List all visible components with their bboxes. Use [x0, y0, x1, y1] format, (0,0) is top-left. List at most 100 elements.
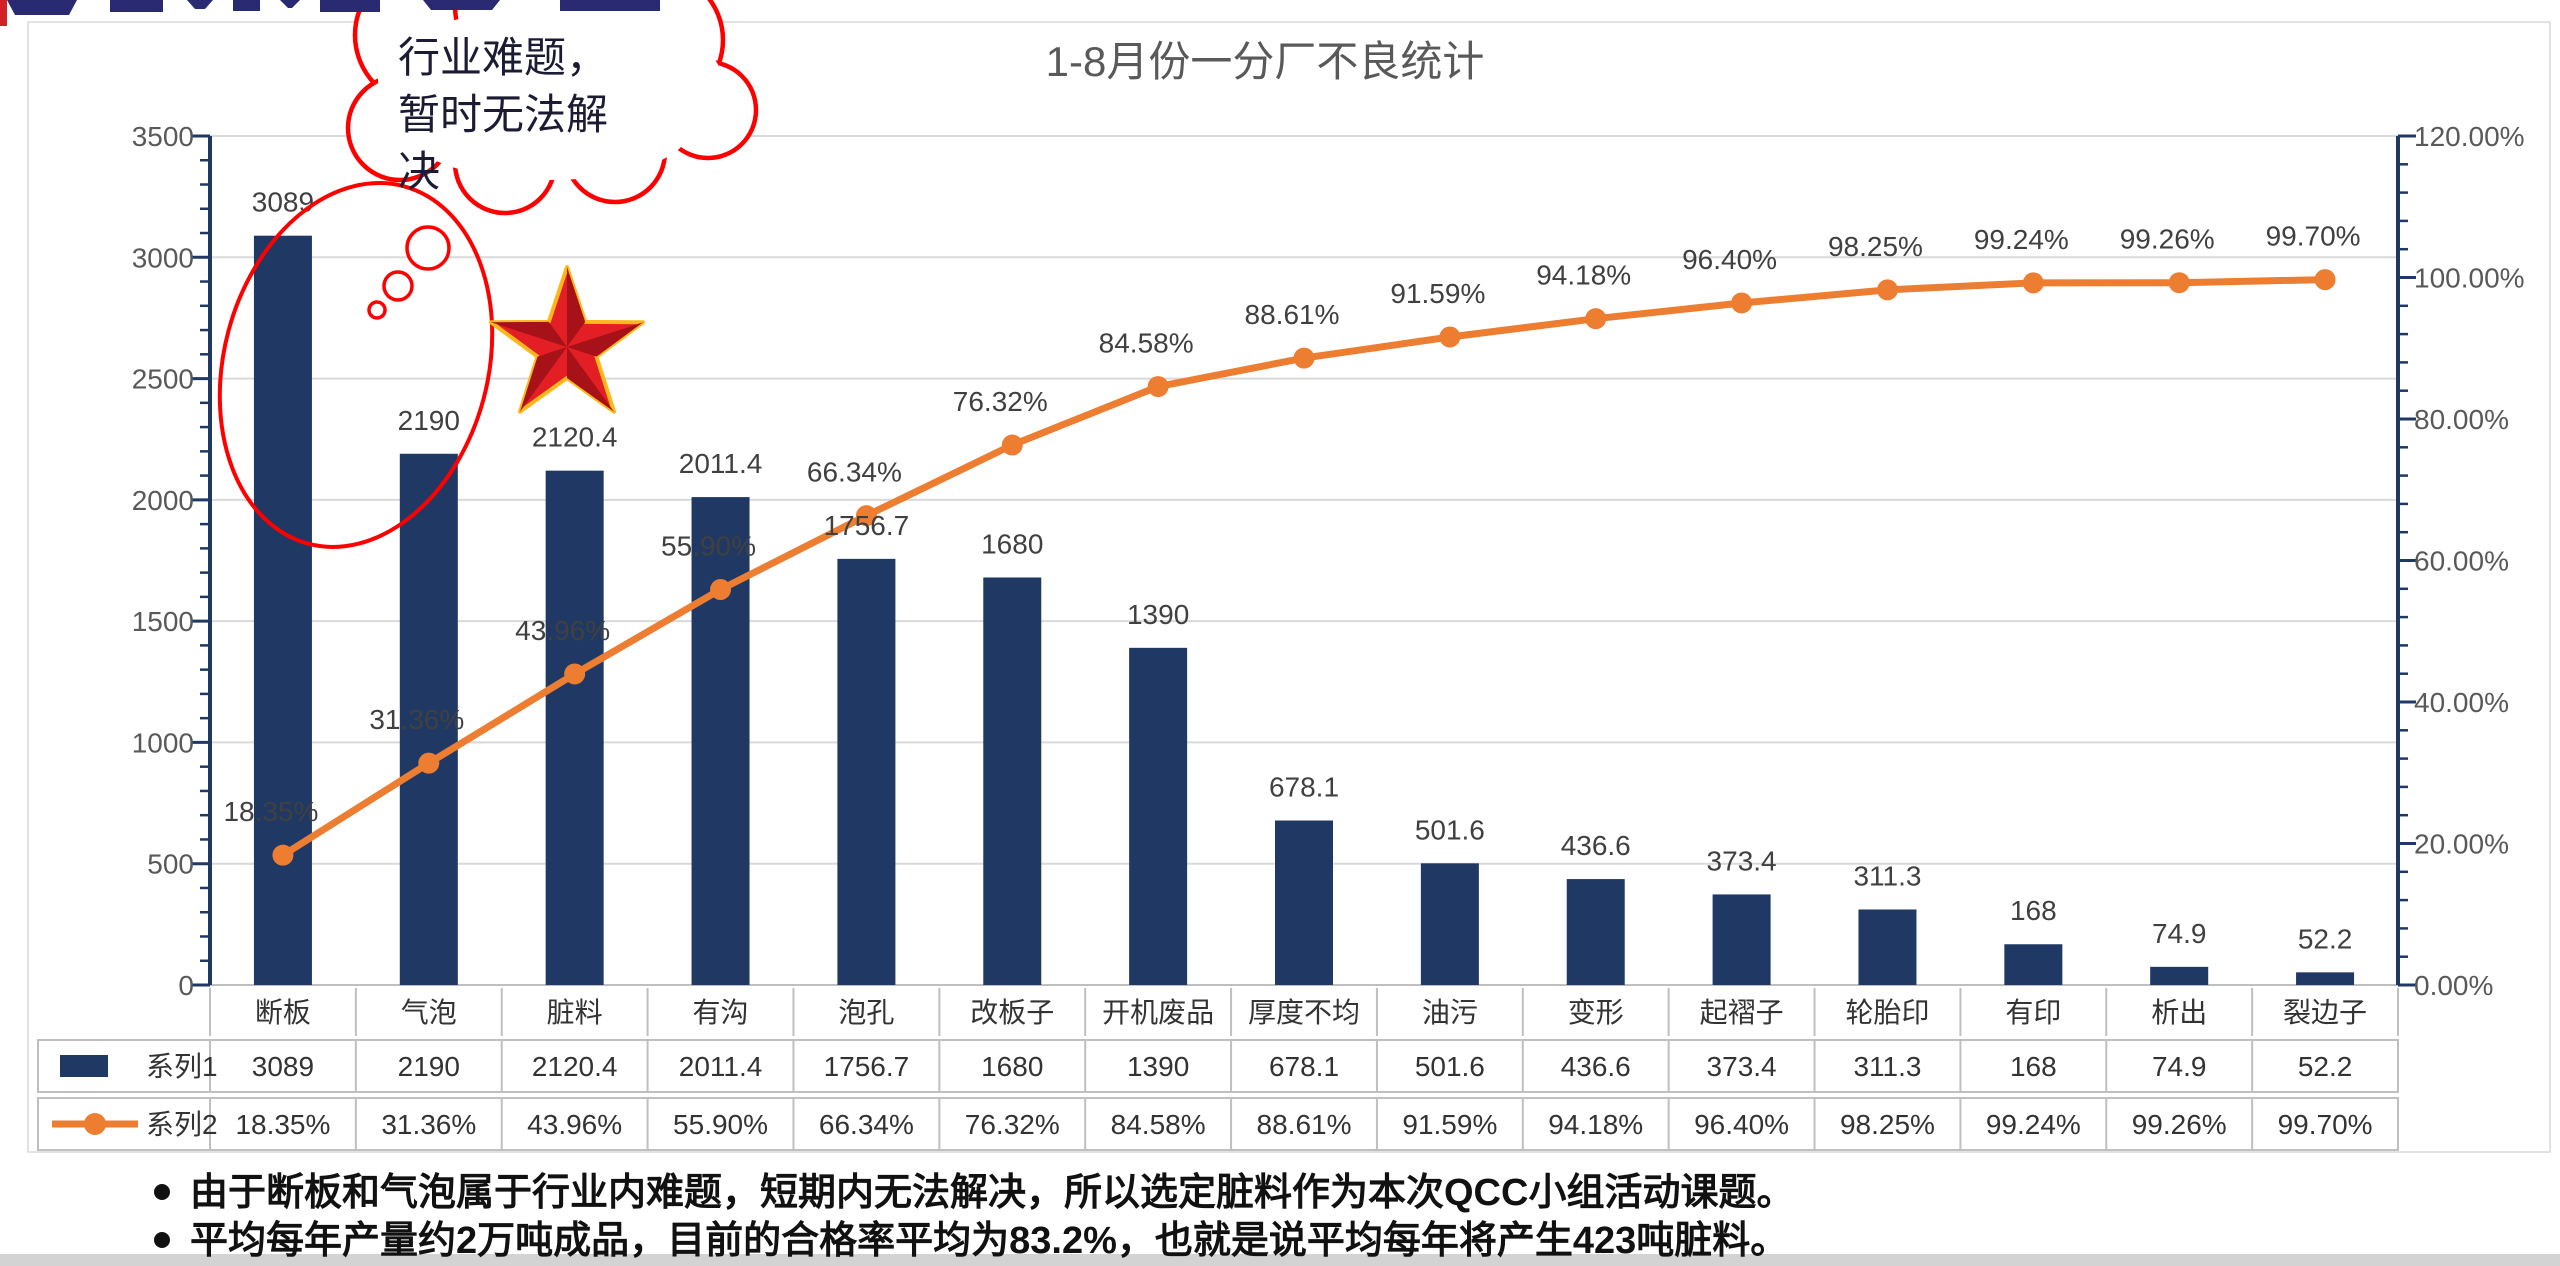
- table-cell-value: 2120.4: [532, 1051, 618, 1082]
- right-axis-tick-label: 60.00%: [2414, 546, 2509, 577]
- left-axis-tick-label: 3500: [132, 121, 194, 152]
- category-label: 轮胎印: [1845, 997, 1929, 1028]
- category-label: 脏料: [547, 997, 603, 1028]
- cumulative-pct-label: 84.58%: [1099, 328, 1194, 359]
- bar-13: [2150, 966, 2209, 985]
- note-bullet-icon: [154, 1184, 170, 1200]
- red-ellipse-highlight: [217, 181, 495, 549]
- table-cell-value: 436.6: [1561, 1051, 1631, 1082]
- table-cell-value: 76.32%: [965, 1109, 1060, 1140]
- chart-frame-border: [27, 21, 2551, 1153]
- table-row: [37, 1097, 2399, 1151]
- logo-navy-fragment: [280, 0, 300, 8]
- cumulative-pct-label: 99.70%: [2266, 221, 2361, 252]
- bar-value-label: 1680: [981, 528, 1043, 559]
- partial-logo: [0, 0, 660, 26]
- line-marker-11: [1876, 279, 1898, 301]
- bar-value-label: 2011.4: [679, 448, 763, 479]
- bar-value-label: 373.4: [1707, 845, 1777, 876]
- line-marker-0: [272, 844, 294, 866]
- line-marker-6: [1147, 376, 1169, 398]
- red-star-facet: [490, 321, 567, 347]
- table-cell-value: 1756.7: [824, 1051, 910, 1082]
- bar-value-label: 436.6: [1561, 830, 1631, 861]
- cloud-callout-text-line1: 行业难题，: [398, 34, 608, 81]
- category-label: 有印: [2005, 997, 2061, 1028]
- line-marker-14: [2314, 269, 2336, 291]
- bar-value-label: 311.3: [1853, 860, 1921, 891]
- line-marker-7: [1293, 347, 1315, 369]
- table-row: [37, 1039, 2399, 1093]
- table-cell-value: 55.90%: [673, 1109, 768, 1140]
- table-cell-value: 311.3: [1853, 1051, 1921, 1082]
- category-label: 油污: [1422, 997, 1478, 1028]
- table-cell-value: 2190: [398, 1051, 460, 1082]
- category-label: 改板子: [970, 997, 1054, 1028]
- category-label: 起褶子: [1700, 997, 1784, 1028]
- line-marker-9: [1585, 308, 1607, 330]
- cumulative-pct-label: 66.34%: [807, 457, 902, 488]
- note-text-2: 平均每年产量约2万吨成品，目前的合格率平均为83.2%，也就是说平均每年将产生4…: [190, 1220, 1788, 1262]
- table-cell-value: 99.26%: [2132, 1109, 2227, 1140]
- line-marker-3: [710, 579, 732, 601]
- table-cell-value: 3089: [252, 1051, 314, 1082]
- bar-1: [399, 453, 458, 986]
- left-axis-tick-label: 2000: [132, 485, 194, 516]
- logo-navy-fragment: [320, 0, 380, 12]
- line-marker-13: [2168, 272, 2190, 294]
- table-cell-value: 52.2: [2298, 1051, 2353, 1082]
- bar-value-label: 2120.4: [532, 422, 618, 453]
- cloud-callout-text-line2: 暂时无法解: [398, 91, 608, 138]
- red-star-facet: [567, 322, 644, 357]
- line-marker-2: [564, 663, 586, 685]
- bar-value-label: 52.2: [2298, 923, 2353, 954]
- line-marker-8: [1439, 326, 1461, 348]
- cumulative-pct-label: 91.59%: [1390, 278, 1485, 309]
- legend-label-series2: 系列2: [146, 1109, 218, 1140]
- category-label: 泡孔: [838, 997, 894, 1028]
- table-cell-value: 74.9: [2152, 1051, 2207, 1082]
- right-axis-tick-label: 0.00%: [2414, 970, 2493, 1001]
- right-axis-tick-label: 40.00%: [2414, 687, 2509, 718]
- line-marker-10: [1731, 292, 1753, 314]
- bottom-edge-strip: [0, 1254, 2560, 1266]
- cumulative-pct-label: 18.35%: [223, 796, 318, 827]
- category-label: 变形: [1568, 997, 1624, 1028]
- table-cell-value: 1680: [981, 1051, 1043, 1082]
- logo-navy-fragment: [233, 0, 260, 11]
- cumulative-pct-label: 43.96%: [515, 615, 610, 646]
- bar-9: [1566, 879, 1625, 985]
- cloud-callout-text-line3: 决: [398, 148, 440, 195]
- bar-value-label: 3089: [252, 187, 314, 218]
- note-bullet-icon: [154, 1232, 170, 1248]
- bar-12: [2004, 944, 2063, 985]
- bar-7: [1275, 820, 1333, 985]
- bar-value-label: 1756.7: [824, 510, 910, 541]
- legend-marker-series2: [84, 1113, 106, 1135]
- right-axis-tick-label: 20.00%: [2414, 829, 2509, 860]
- table-cell-value: 98.25%: [1840, 1109, 1935, 1140]
- red-star-facet: [519, 347, 567, 412]
- table-cell-value: 501.6: [1415, 1051, 1485, 1082]
- bar-8: [1420, 863, 1479, 985]
- cumulative-pct-label: 99.26%: [2120, 224, 2215, 255]
- left-axis-tick-label: 1000: [132, 727, 194, 758]
- table-cell-value: 18.35%: [235, 1109, 330, 1140]
- logo-navy-fragment: [560, 0, 660, 11]
- right-axis-tick-label: 120.00%: [2414, 121, 2525, 152]
- line-marker-12: [2022, 272, 2044, 294]
- logo-red-fragment: [0, 0, 7, 26]
- line-marker-5: [1001, 434, 1023, 456]
- bar-10: [1712, 894, 1771, 985]
- category-label: 裂边子: [2283, 997, 2367, 1028]
- bar-3: [691, 497, 750, 985]
- bar-0: [253, 235, 312, 986]
- logo-navy-fragment: [7, 0, 77, 15]
- table-cell-value: 1390: [1127, 1051, 1189, 1082]
- cumulative-pct-label: 99.24%: [1974, 224, 2069, 255]
- cumulative-pct-label: 98.25%: [1828, 231, 1923, 262]
- table-cell-value: 678.1: [1269, 1051, 1339, 1082]
- logo-navy-fragment: [187, 0, 213, 9]
